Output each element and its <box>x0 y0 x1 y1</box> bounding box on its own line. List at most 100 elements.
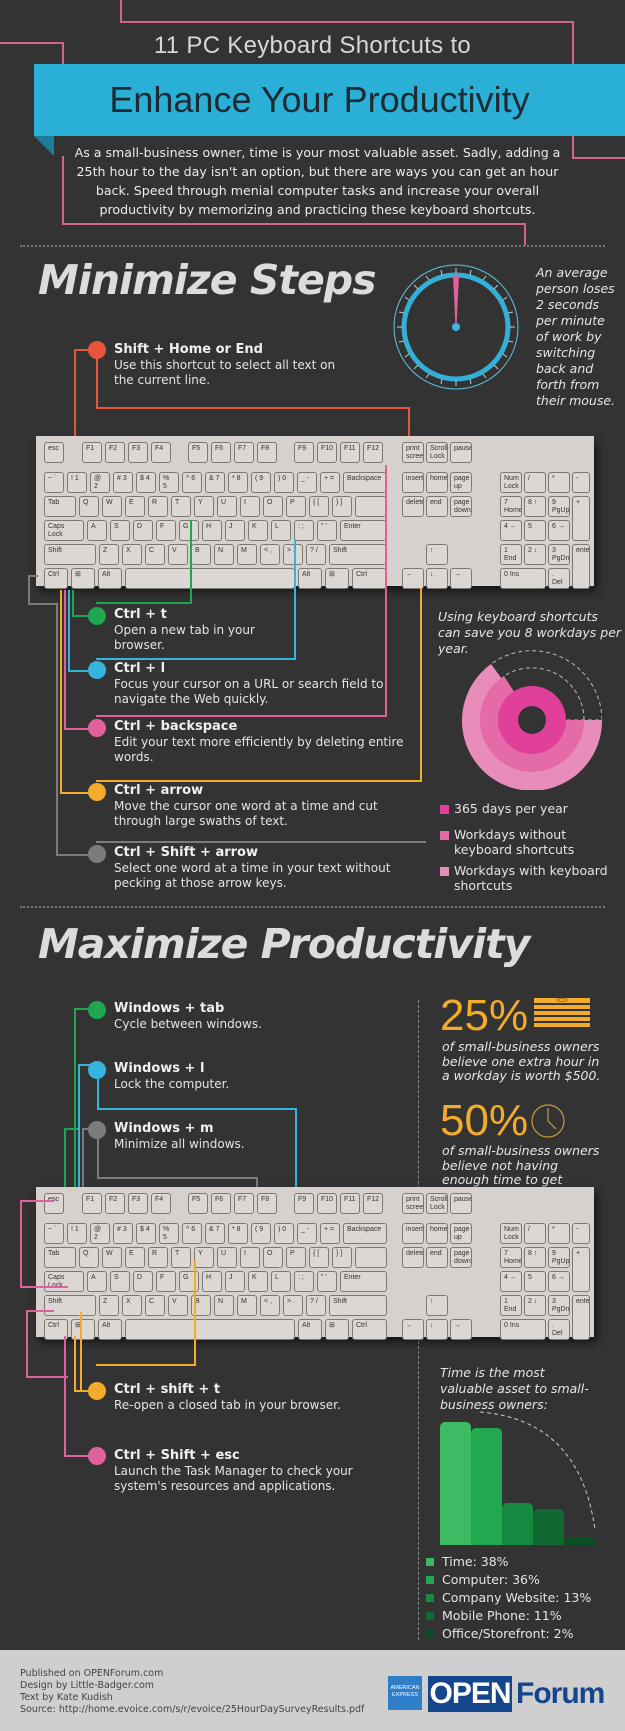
shortcut-dot-blue <box>88 1061 106 1079</box>
key: F6 <box>211 1193 231 1214</box>
key: @ 2 <box>90 1223 110 1244</box>
key: + = <box>320 472 340 493</box>
key: E <box>125 1247 145 1268</box>
connector-line <box>28 603 58 605</box>
section-divider <box>20 245 605 247</box>
key: F11 <box>340 442 360 463</box>
key: ? / <box>306 544 326 565</box>
connector-line <box>64 728 88 730</box>
legend-label: Office/Storefront: 2% <box>442 1626 574 1641</box>
key: C <box>145 544 165 565</box>
connector-line <box>26 1376 68 1378</box>
shortcut-title: Ctrl + l <box>114 661 166 676</box>
frame-line <box>62 42 64 64</box>
key: Scroll Lock <box>426 1193 448 1214</box>
key: D <box>133 1271 153 1292</box>
key: F7 <box>234 1193 254 1214</box>
key: / <box>524 1223 546 1244</box>
shortcut-dot-gray <box>88 1121 106 1139</box>
key: Ctrl <box>352 568 387 589</box>
key: pause <box>450 442 472 463</box>
key: ↓ <box>426 1319 448 1340</box>
connector-line <box>78 1064 90 1066</box>
key: F3 <box>128 442 148 463</box>
frame-line <box>572 136 574 158</box>
connector-line <box>56 854 88 856</box>
key <box>125 568 295 589</box>
key: Y <box>194 496 214 517</box>
open-logo[interactable]: OPEN <box>428 1676 512 1712</box>
key: T <box>171 496 191 517</box>
money-stack-icon <box>534 998 590 1027</box>
connector-line <box>194 1260 196 1366</box>
key: - <box>572 472 590 493</box>
legend-item: Office/Storefront: 2% <box>426 1626 616 1644</box>
key: 8 ↑ <box>524 1247 546 1268</box>
shortcut-title: Ctrl + shift + t <box>114 1382 221 1397</box>
key: } ] <box>332 496 352 517</box>
key: F12 <box>363 442 383 463</box>
key: K <box>248 520 268 541</box>
footer-line: Published on OPENForum.com <box>20 1668 164 1679</box>
key: F3 <box>128 1193 148 1214</box>
connector-line <box>20 1286 68 1288</box>
donut-chart <box>462 650 602 790</box>
shortcut-title: Ctrl + t <box>114 607 167 622</box>
key: → <box>450 1319 472 1340</box>
title-line1: 11 PC Keyboard Shortcuts to <box>153 32 472 59</box>
amex-logo: AMERICAN EXPRESS <box>388 1676 422 1710</box>
key: Shift <box>329 1295 387 1316</box>
key: A <box>87 520 107 541</box>
key: 0 Ins <box>500 568 546 589</box>
key: F10 <box>317 442 337 463</box>
connector-line <box>72 590 74 616</box>
shortcut-title: Ctrl + backspace <box>114 719 238 734</box>
connector-line <box>82 1128 90 1130</box>
key: ↓ <box>426 568 448 589</box>
clock-note: An average person loses 2 seconds per mi… <box>536 265 616 408</box>
connector-line <box>60 792 88 794</box>
key: ) 0 <box>274 1223 294 1244</box>
connector-line <box>420 588 422 782</box>
connector-line <box>64 1336 66 1456</box>
stat-value-25: 25% <box>440 991 529 1040</box>
key: L <box>271 520 291 541</box>
key: Backspace <box>343 472 387 493</box>
key: ! 1 <box>67 472 87 493</box>
key: Caps Lock <box>44 520 84 541</box>
key: * 8 <box>228 472 248 493</box>
key: F9 <box>294 1193 314 1214</box>
key: ( 9 <box>251 472 271 493</box>
key: U <box>217 496 237 517</box>
key: ^ 6 <box>182 472 202 493</box>
key: " ' <box>317 1271 337 1292</box>
legend-label: Workdays with keyboard shortcuts <box>454 863 608 893</box>
key: E <box>125 496 145 517</box>
key: F1 <box>82 1193 102 1214</box>
legend-label: Mobile Phone: 11% <box>442 1608 562 1623</box>
key: home <box>426 472 448 493</box>
footer <box>0 1650 625 1731</box>
key: 0 Ins <box>500 1319 546 1340</box>
connector-line <box>97 1177 257 1179</box>
bar-note: Time is the most valuable asset to small… <box>440 1365 589 1412</box>
shortcut-desc: Focus your cursor on a URL or search fie… <box>114 677 384 706</box>
connector-line <box>26 1310 28 1378</box>
key: ← <box>402 568 424 589</box>
key: ⊞ <box>71 1319 95 1340</box>
key: H <box>202 1271 222 1292</box>
intro-text: As a small-business owner, time is your … <box>74 145 561 217</box>
key: X <box>122 1295 142 1316</box>
legend-label: Workdays without keyboard shortcuts <box>454 827 575 857</box>
key: + <box>572 1247 590 1292</box>
shortcut-desc: Minimize all windows. <box>114 1137 245 1151</box>
key: + = <box>320 1223 340 1244</box>
forum-logo[interactable]: Forum <box>516 1677 605 1710</box>
key: end <box>426 1247 448 1268</box>
key: page down <box>450 496 472 517</box>
key: end <box>426 496 448 517</box>
keyboard-1: esc F1 F2 F3 F4 F5 F6 F7 F8 F9 F10 F11 F12 print scre… <box>36 436 594 589</box>
legend-label: Company Website: 13% <box>442 1590 592 1605</box>
key: 6 → <box>548 1271 570 1292</box>
